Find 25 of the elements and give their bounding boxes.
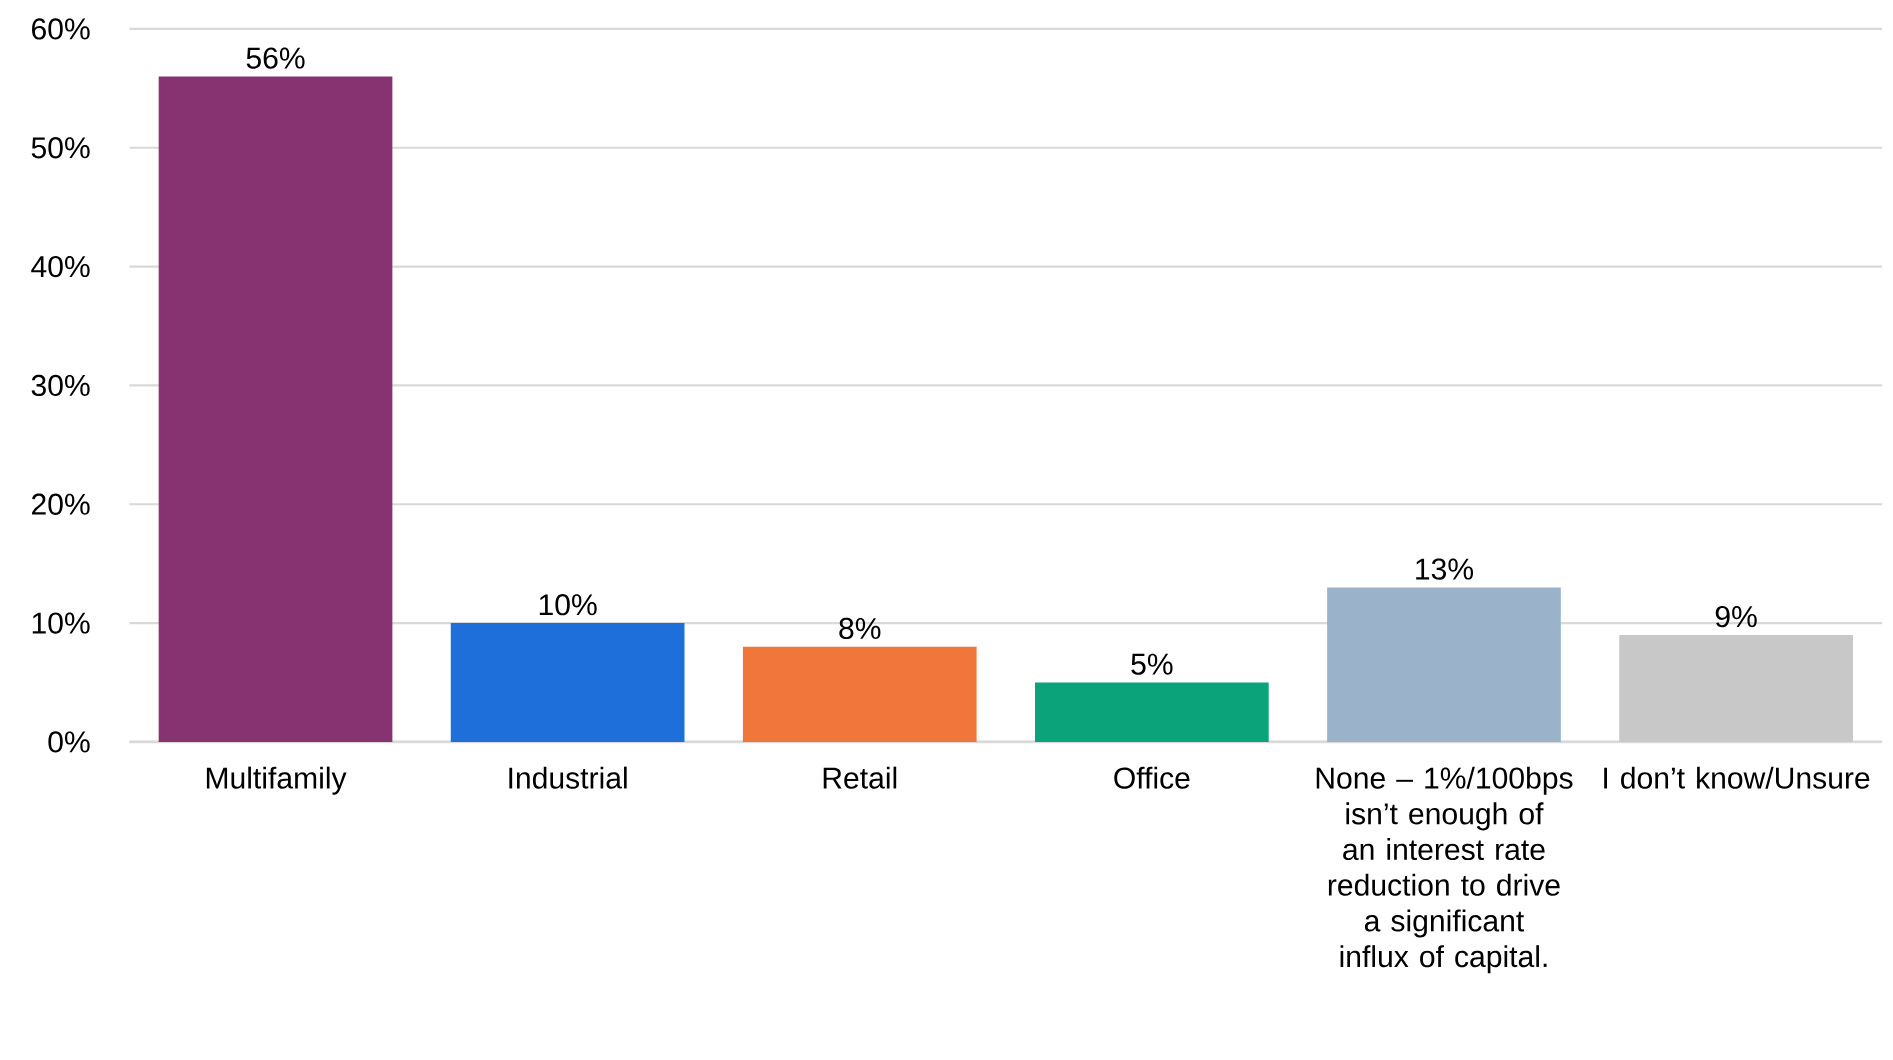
- data-label: 13%: [1416, 558, 1474, 580]
- data-label: 10%: [539, 594, 597, 616]
- x-tick-label: Multifamily: [206, 766, 347, 795]
- y-tick-label: 50%: [31, 137, 90, 159]
- bar: [1327, 587, 1561, 743]
- data-label: 5%: [1131, 653, 1173, 675]
- data-label: 8%: [839, 618, 881, 640]
- y-tick-label: 10%: [32, 612, 90, 634]
- x-tick-label: Office: [1114, 766, 1190, 789]
- y-tick-label: 20%: [32, 493, 90, 516]
- x-tick-label: Retail: [823, 766, 897, 789]
- bar: [158, 76, 393, 743]
- y-tick-label: 60%: [32, 18, 90, 40]
- data-label: 56%: [246, 47, 305, 69]
- y-tick-label: 0%: [48, 731, 90, 753]
- bar: [1619, 635, 1853, 743]
- bar: [450, 623, 685, 743]
- y-tick-label: 40%: [31, 256, 90, 278]
- x-tick-label: I don’t know/Unsure: [1604, 766, 1870, 789]
- x-tick-label: Industrial: [509, 766, 627, 789]
- bar: [1035, 682, 1269, 743]
- x-tick-label: None – 1%/100bps isn’t enough of an interest rate reduction to drive a significant influx of capital.: [1316, 766, 1573, 974]
- y-tick-label: 30%: [31, 374, 90, 397]
- bar: [742, 647, 977, 743]
- data-label: 9%: [1715, 606, 1757, 628]
